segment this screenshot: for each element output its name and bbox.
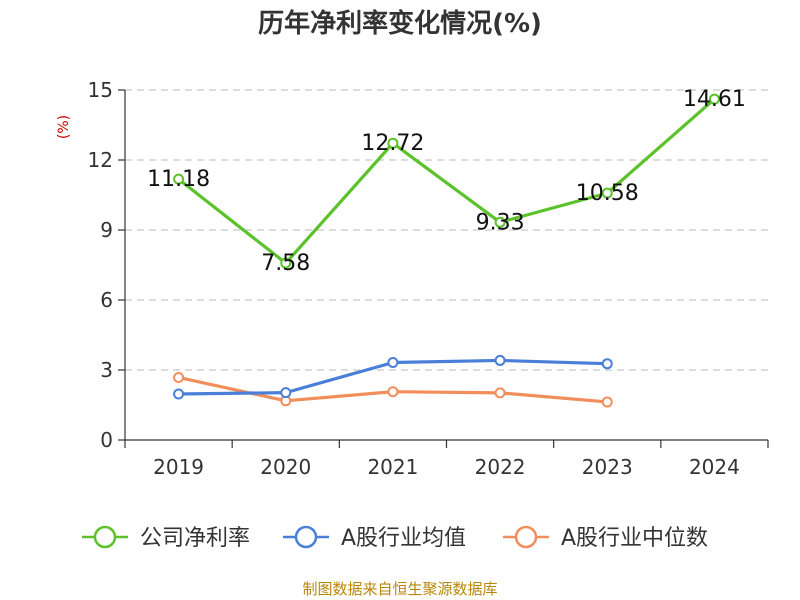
- data-point: [494, 216, 506, 228]
- chart-title: 历年净利率变化情况(%): [258, 8, 542, 39]
- data-label: 10.58: [576, 181, 639, 206]
- y-tick-label: 15: [88, 78, 113, 102]
- data-label: 14.61: [683, 87, 746, 112]
- data-point: [387, 137, 399, 149]
- y-tick-label: 9: [100, 218, 113, 242]
- legend-label: A股行业均值: [341, 526, 466, 551]
- y-tick-label: 0: [100, 428, 113, 452]
- data-point: [601, 358, 613, 370]
- data-point: [601, 396, 613, 408]
- data-point: [494, 387, 506, 399]
- data-point: [387, 357, 399, 369]
- data-point: [280, 257, 292, 269]
- series-line-0: [177, 97, 716, 265]
- data-label: 9.33: [476, 210, 525, 235]
- data-point: [280, 387, 292, 399]
- legend-label: 公司净利率: [140, 526, 250, 551]
- data-point: [173, 371, 185, 383]
- legend-marker: [514, 525, 538, 549]
- data-label-layer: 11.18 7.58 12.72 9.33 10.58 14.61: [147, 87, 746, 276]
- axis-layer: 0 3 6 9 12 15 2019 2020 2021 2022 2023 2024: [88, 78, 769, 479]
- y-tick-label: 12: [88, 148, 113, 172]
- data-point: [173, 173, 185, 185]
- grid-layer: [125, 89, 768, 371]
- legend-label: A股行业中位数: [561, 526, 708, 551]
- x-tick-label: 2020: [260, 455, 311, 479]
- x-tick-label: 2021: [367, 455, 418, 479]
- y-tick-label: 3: [100, 358, 113, 382]
- legend-marker: [294, 525, 318, 549]
- data-point: [601, 187, 613, 199]
- data-label: 11.18: [147, 167, 210, 192]
- y-axis-unit: (%): [56, 115, 72, 139]
- data-label: 12.72: [361, 131, 424, 156]
- x-tick-label: 2024: [689, 455, 740, 479]
- x-tick-label: 2019: [153, 455, 204, 479]
- legend: 公司净利率 A股行业均值 A股行业中位数: [82, 525, 708, 551]
- data-point: [173, 388, 185, 400]
- data-label: 7.58: [261, 251, 310, 276]
- y-tick-label: 6: [100, 288, 113, 312]
- data-point: [387, 386, 399, 398]
- series-layer: [173, 93, 720, 408]
- data-point: [708, 93, 720, 105]
- source-note: 制图数据来自恒生聚源数据库: [302, 580, 497, 598]
- legend-marker: [93, 525, 117, 549]
- x-tick-label: 2023: [582, 455, 633, 479]
- data-point: [494, 354, 506, 366]
- x-tick-label: 2022: [475, 455, 526, 479]
